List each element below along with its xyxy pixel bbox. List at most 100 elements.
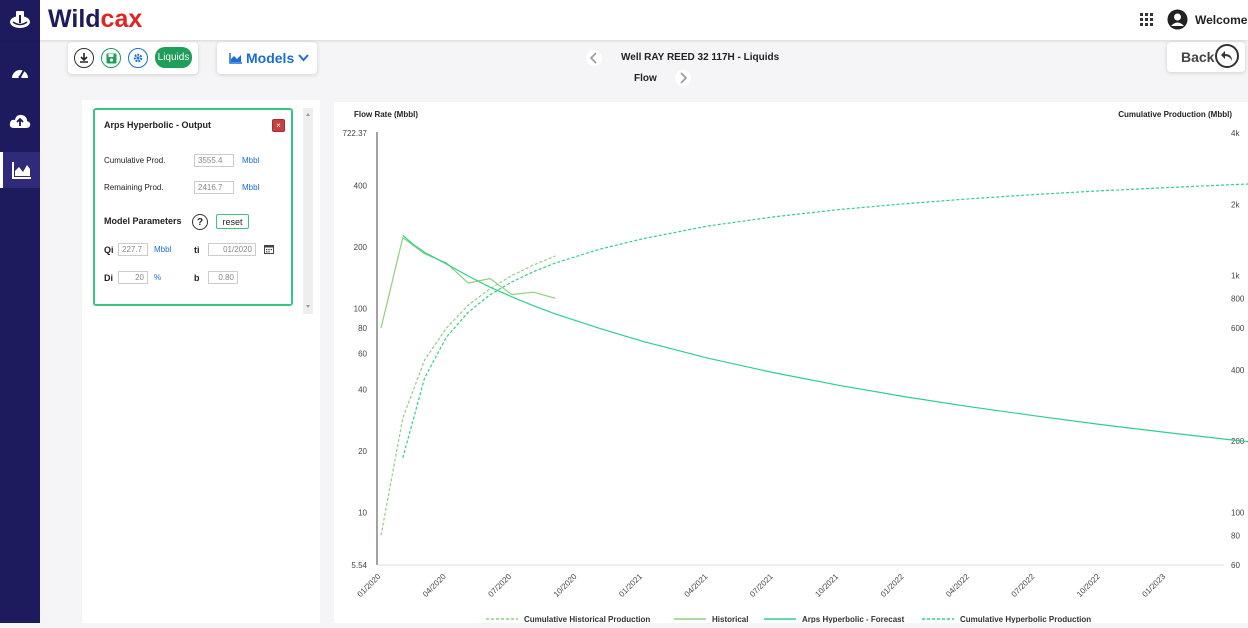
legend-label: Arps Hyperbolic - Forecast [802,615,905,623]
y2-tick-label: 600 [1231,324,1245,333]
flow-subtitle: Flow [634,73,657,84]
back-button[interactable]: Back [1167,42,1245,72]
y2-tick-label: 100 [1231,508,1245,517]
di-unit: % [154,273,162,282]
qi-field[interactable]: 227.7 [118,243,148,256]
y2-tick-label: 200 [1231,437,1245,446]
next-arrow[interactable] [675,70,691,86]
b-field[interactable]: 0.80 [208,271,238,284]
y-tick-label: 400 [354,181,368,190]
y-tick-label: 80 [358,324,367,333]
y2-tick-label: 1k [1231,272,1240,281]
remaining-prod-label: Remaining Prod. [104,183,164,192]
x-tick-label: 04/2021 [683,572,710,599]
close-card-button[interactable]: × [272,119,285,132]
sidebar-item-upload[interactable] [0,103,40,139]
calendar-icon[interactable] [264,244,274,254]
di-label: Di [104,273,113,283]
settings-button[interactable] [128,48,148,68]
panel-scrollbar[interactable] [303,108,313,314]
sidebar-item-charts[interactable] [0,152,40,188]
y2-tick-label: 800 [1231,295,1245,304]
qi-unit: Mbbl [154,245,172,254]
cumulative-prod-label: Cumulative Prod. [104,156,166,165]
di-field[interactable]: 20 [118,271,148,284]
dashboard-gauge-icon [12,69,28,79]
y-tick-label: 722.37 [343,129,368,138]
brand-name: Wildcax [48,5,142,34]
model-parameters-label: Model Parameters [104,216,182,226]
legend-label: Historical [712,615,748,623]
chevron-right-icon [680,72,687,84]
y2-axis-title: Cumulative Production (Mbbl) [1118,110,1232,119]
app-logo[interactable] [0,0,40,40]
download-icon [80,53,88,63]
well-title: Well RAY REED 32 117H - Liquids [621,52,780,63]
y-tick-label: 20 [358,447,367,456]
b-label: b [194,273,200,283]
x-tick-label: 07/2022 [1010,572,1037,599]
x-tick-label: 01/2021 [617,572,644,599]
remaining-prod-field[interactable]: 2416.7 [194,181,234,194]
sidebar-item-dashboard[interactable] [0,54,40,90]
x-tick-label: 01/2020 [356,572,383,599]
chart-icon [229,52,242,64]
x-tick-label: 04/2022 [944,572,971,599]
chevron-left-icon [590,52,597,64]
help-icon[interactable]: ? [192,214,208,230]
chevron-down-icon [298,54,309,62]
y-tick-label: 5.54 [351,561,367,570]
cumulative-prod-unit: Mbbl [242,156,260,165]
legend-label: Cumulative Hyperbolic Production [960,615,1091,623]
back-arrow-icon [1215,44,1239,68]
y2-tick-label: 2k [1231,200,1240,209]
x-tick-label: 07/2020 [486,572,513,599]
series-line [380,236,556,329]
x-tick-label: 01/2022 [879,572,906,599]
y2-tick-label: 400 [1231,366,1245,375]
series-line [380,255,556,536]
legend-label: Cumulative Historical Production [524,615,650,623]
download-button[interactable] [74,48,94,68]
back-label: Back [1181,49,1215,65]
previous-arrow[interactable] [586,50,602,66]
x-tick-label: 07/2021 [748,572,775,599]
ti-field[interactable]: 01/2020 [208,243,256,256]
models-label: Models [246,50,295,66]
production-chart[interactable]: Flow Rate (Mbbl) Cumulative Production (… [334,102,1248,624]
y2-tick-label: 80 [1231,531,1240,540]
user-avatar-icon[interactable] [1167,9,1188,30]
save-button[interactable] [101,48,121,68]
x-tick-label: 10/2021 [813,572,840,599]
y-tick-label: 100 [354,304,368,313]
ti-label: ti [194,245,200,255]
models-dropdown[interactable]: Models [217,42,317,74]
series-line [402,183,1248,459]
liquids-toggle[interactable]: Liquids [155,47,192,68]
gear-icon [133,53,143,63]
card-title: Arps Hyperbolic - Output [104,120,212,130]
series-line [402,234,1248,443]
apps-grid-icon[interactable] [1140,13,1154,27]
y-axis-title: Flow Rate (Mbbl) [354,110,418,119]
area-chart-icon [11,162,31,179]
x-tick-label: 10/2022 [1075,572,1102,599]
cumulative-prod-field[interactable]: 3555.4 [194,154,234,167]
arps-output-card: Arps Hyperbolic - Output × Cumulative Pr… [93,108,293,306]
top-bar: Wildcax Welcome M [0,0,1248,40]
save-icon [106,53,116,63]
y-tick-label: 40 [358,386,367,395]
welcome-text: Welcome M [1195,13,1248,27]
qi-label: Qi [104,245,114,255]
brand-part1: Wild [48,5,101,33]
reset-button[interactable]: reset [216,214,249,229]
cloud-upload-icon [9,114,31,128]
y2-tick-label: 4k [1231,129,1240,138]
y-tick-label: 60 [358,350,367,359]
sidebar [0,40,40,623]
remaining-prod-unit: Mbbl [242,183,260,192]
y-tick-label: 200 [354,243,368,252]
brand-part2: cax [100,5,143,33]
y2-tick-label: 60 [1231,561,1240,570]
x-tick-label: 01/2023 [1140,572,1167,599]
